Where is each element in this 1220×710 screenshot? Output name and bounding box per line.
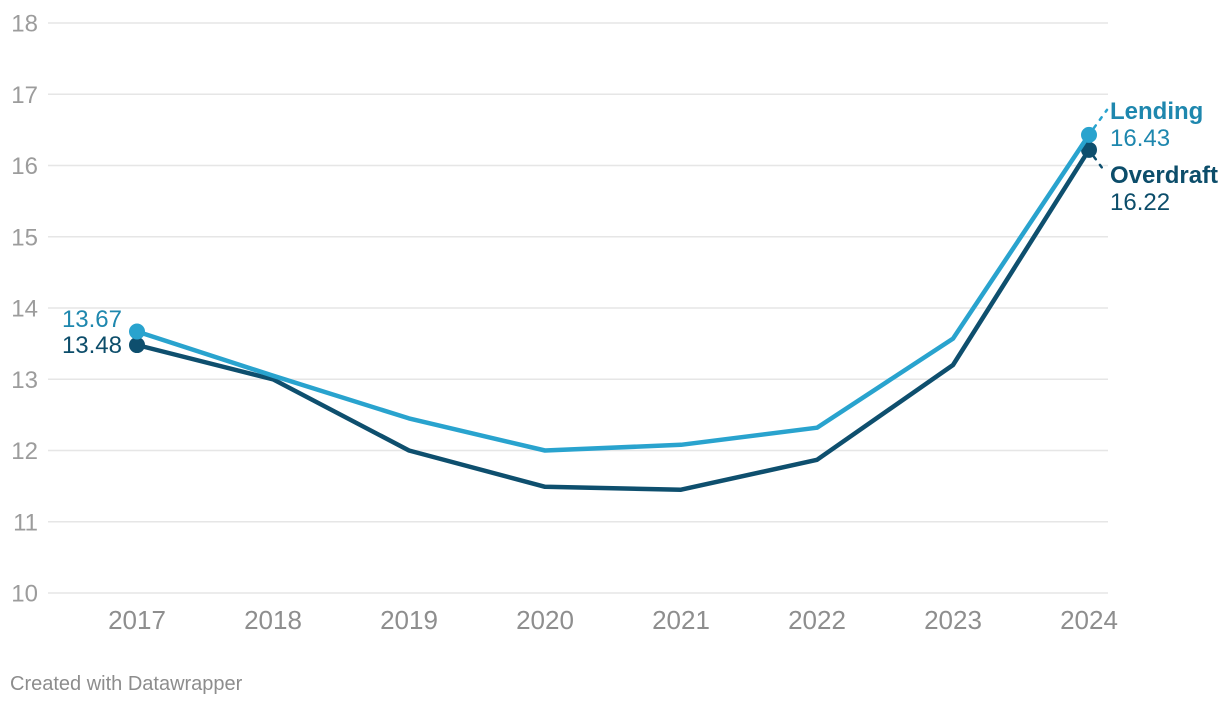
y-tick-label-13: 13 <box>11 367 38 394</box>
lending-label-connector <box>1092 108 1109 130</box>
x-tick-label-2019: 2019 <box>380 605 438 635</box>
series-end-value-overdraft: 16.22 <box>1110 189 1171 216</box>
y-tick-label-11: 11 <box>13 509 38 536</box>
overdraft-point-start <box>129 337 145 354</box>
series-label-lending: Lending <box>1110 98 1204 125</box>
series-label-overdraft: Overdraft <box>1110 162 1219 189</box>
overdraft-label-connector <box>1092 155 1107 174</box>
x-tick-label-2020: 2020 <box>516 605 574 635</box>
lending-point-start <box>129 323 145 340</box>
attribution: Created with Datawrapper <box>10 673 243 695</box>
series-end-value-lending: 16.43 <box>1110 125 1171 152</box>
x-tick-label-2021: 2021 <box>652 605 710 635</box>
lending-point-end <box>1081 126 1097 143</box>
x-tick-label-2024: 2024 <box>1060 605 1118 635</box>
series-start-value-overdraft: 13.48 <box>61 332 122 359</box>
overdraft-line <box>134 147 1092 492</box>
lending-line <box>134 132 1092 453</box>
x-tick-label-2018: 2018 <box>244 605 302 635</box>
x-tick-label-2017: 2017 <box>108 605 166 635</box>
y-tick-label-12: 12 <box>11 438 38 465</box>
y-tick-label-14: 14 <box>11 296 38 323</box>
overdraft-point-end <box>1081 141 1097 158</box>
y-tick-label-16: 16 <box>11 153 38 180</box>
y-tick-label-18: 18 <box>11 11 38 38</box>
y-tick-label-17: 17 <box>11 82 38 109</box>
y-tick-label-15: 15 <box>11 224 38 251</box>
y-tick-label-10: 10 <box>11 581 38 608</box>
series-start-value-lending: 13.67 <box>61 306 122 333</box>
x-tick-label-2023: 2023 <box>924 605 982 635</box>
x-tick-label-2022: 2022 <box>788 605 846 635</box>
